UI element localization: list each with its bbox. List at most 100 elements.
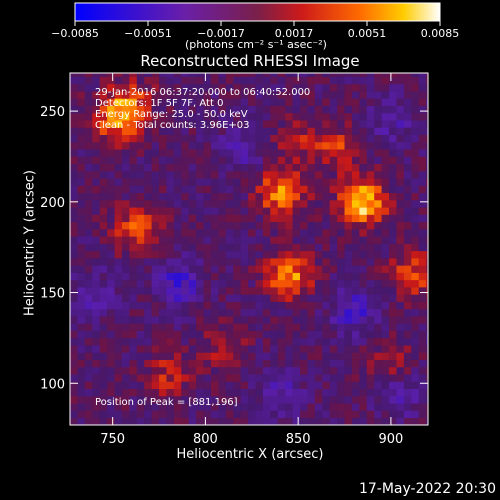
heatmap-cell <box>70 73 78 77</box>
heatmap-cell <box>300 73 308 77</box>
heatmap-cell <box>84 73 93 77</box>
heatmap-cell <box>203 395 212 404</box>
heatmap-cell <box>196 337 204 346</box>
heatmap-cell <box>196 308 204 317</box>
heatmap-cell <box>248 156 256 165</box>
heatmap-cell <box>240 345 249 353</box>
heatmap-cell <box>292 83 301 92</box>
heatmap-cell <box>136 98 145 106</box>
heatmap-cell <box>270 141 279 150</box>
heatmap-cell <box>210 294 219 302</box>
heatmap-cell <box>166 192 175 201</box>
heatmap-cell <box>136 345 145 353</box>
heatmap-cell <box>262 410 271 419</box>
heatmap-cell <box>240 258 249 266</box>
heatmap-cell <box>240 236 249 244</box>
heatmap-cell <box>181 185 190 194</box>
heatmap-cell <box>210 127 219 135</box>
heatmap-cell <box>322 410 330 419</box>
heatmap-cell <box>351 163 360 172</box>
heatmap-cell <box>196 229 204 237</box>
heatmap-cell <box>233 272 241 281</box>
heatmap-cell <box>262 395 271 404</box>
heatmap-cell <box>136 91 145 99</box>
heatmap-cell <box>277 294 286 302</box>
heatmap-cell <box>262 221 271 230</box>
heatmap-cell <box>240 366 249 375</box>
heatmap-cell <box>359 374 368 382</box>
heatmap-cell <box>225 221 234 230</box>
heatmap-cell <box>270 170 279 179</box>
heatmap-cell <box>314 214 323 223</box>
heatmap-cell <box>337 417 345 425</box>
heatmap-cell <box>188 236 197 244</box>
heatmap-cell <box>188 410 197 419</box>
heatmap-cell <box>188 417 197 425</box>
heatmap-cell <box>181 330 190 339</box>
heatmap-cell <box>107 178 115 186</box>
heatmap-cell <box>129 345 138 353</box>
heatmap-cell <box>359 279 368 288</box>
heatmap-cell <box>99 229 108 237</box>
heatmap-cell <box>196 279 204 288</box>
heatmap-cell <box>151 221 160 230</box>
heatmap-cell <box>121 381 130 390</box>
heatmap-cell <box>381 127 390 135</box>
heatmap-cell <box>411 359 420 368</box>
heatmap-cell <box>389 236 397 244</box>
heatmap-cell <box>77 221 86 230</box>
heatmap-cell <box>292 316 301 324</box>
y-tick-label: 250 <box>40 105 65 120</box>
heatmap-cell <box>188 112 197 121</box>
heatmap-cell <box>188 127 197 135</box>
heatmap-cell <box>107 127 115 135</box>
colorbar-tick-label: 0.0051 <box>348 27 387 40</box>
heatmap-cell <box>285 214 293 223</box>
heatmap-cell <box>107 258 115 266</box>
heatmap-cell <box>84 316 93 324</box>
heatmap-cell <box>255 156 264 165</box>
heatmap-cell <box>300 410 308 419</box>
heatmap-cell <box>144 91 152 99</box>
heatmap-cell <box>322 112 330 121</box>
heatmap-cell <box>210 120 219 128</box>
heatmap-cell <box>218 258 227 266</box>
heatmap-cell <box>403 141 412 150</box>
heatmap-cell <box>300 316 308 324</box>
heatmap-cell <box>418 410 427 419</box>
heatmap-cell <box>374 141 382 150</box>
heatmap-cell <box>300 258 308 266</box>
heatmap-cell <box>329 134 338 143</box>
heatmap-cell <box>396 337 405 346</box>
heatmap-cell <box>233 250 241 259</box>
heatmap-cell <box>403 287 412 295</box>
heatmap-cell <box>426 374 428 382</box>
heatmap-cell <box>70 120 78 128</box>
heatmap-cell <box>255 98 264 106</box>
heatmap-cell <box>144 112 152 121</box>
heatmap-cell <box>114 134 123 143</box>
heatmap-cell <box>307 185 316 194</box>
heatmap-cell <box>70 265 78 273</box>
heatmap-cell <box>77 163 86 172</box>
heatmap-cell <box>411 417 420 425</box>
heatmap-cell <box>255 243 264 252</box>
heatmap-cell <box>136 265 145 273</box>
heatmap-cell <box>136 374 145 382</box>
heatmap-cell <box>233 279 241 288</box>
heatmap-cell <box>248 170 256 179</box>
heatmap-cell <box>381 345 390 353</box>
heatmap-cell <box>314 388 323 397</box>
heatmap-cell <box>136 359 145 368</box>
heatmap-cell <box>248 374 256 382</box>
heatmap-cell <box>225 192 234 201</box>
heatmap-cell <box>277 410 286 419</box>
heatmap-cell <box>359 258 368 266</box>
heatmap-cell <box>277 243 286 252</box>
heatmap-cell <box>233 352 241 360</box>
heatmap-cell <box>159 149 167 157</box>
heatmap-cell <box>300 112 308 121</box>
heatmap-cell <box>159 112 167 121</box>
heatmap-cell <box>344 112 353 121</box>
heatmap-cell <box>418 345 427 353</box>
